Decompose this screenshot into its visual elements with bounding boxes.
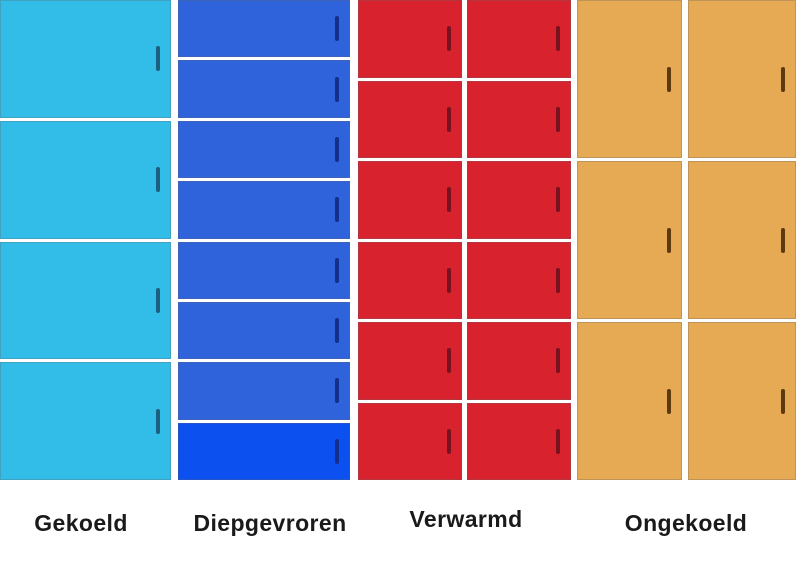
locker-bank: [0, 0, 796, 480]
diepgevroren-door-3[interactable]: [178, 120, 350, 179]
door-handle-icon: [335, 378, 339, 404]
gekoeld-door-3[interactable]: [0, 241, 171, 360]
door-handle-icon: [556, 26, 560, 52]
door-handle-icon: [556, 106, 560, 132]
door-handle-icon: [156, 46, 160, 72]
door-handle-icon: [156, 408, 160, 434]
door-handle-icon: [335, 438, 339, 464]
ongekoeld-2-door-1[interactable]: [688, 0, 796, 158]
gekoeld-door-1[interactable]: [0, 0, 171, 118]
door-handle-icon: [447, 348, 451, 374]
door-handle-icon: [556, 428, 560, 454]
ongekoeld-column-1: [577, 0, 682, 480]
diepgevroren-column: [178, 0, 350, 480]
door-handle-icon: [781, 227, 785, 253]
diepgevroren-door-7[interactable]: [178, 362, 350, 420]
door-handle-icon: [447, 26, 451, 52]
ongekoeld-2-door-2[interactable]: [688, 161, 796, 319]
verwarmd-1-door-2[interactable]: [358, 80, 462, 158]
door-handle-icon: [556, 187, 560, 213]
door-handle-icon: [335, 76, 339, 102]
verwarmd-2-door-4[interactable]: [467, 241, 571, 319]
door-handle-icon: [556, 348, 560, 374]
door-handle-icon: [781, 66, 785, 92]
verwarmd-1-door-3[interactable]: [358, 161, 462, 239]
verwarmd-1-door-4[interactable]: [358, 241, 462, 319]
door-handle-icon: [447, 187, 451, 213]
verwarmd-2-door-1[interactable]: [467, 0, 571, 78]
verwarmd-1-door-6[interactable]: [358, 402, 462, 480]
verwarmd-column-1: [358, 0, 462, 480]
door-handle-icon: [335, 318, 339, 344]
gekoeld-door-2[interactable]: [0, 120, 171, 239]
verwarmd-column-2: [467, 0, 571, 480]
verwarmd-2-door-2[interactable]: [467, 80, 571, 158]
ongekoeld-column-2: [688, 0, 796, 480]
door-handle-icon: [447, 106, 451, 132]
verwarmd-1-door-5[interactable]: [358, 322, 462, 400]
ongekoeld-1-door-1[interactable]: [577, 0, 682, 158]
gekoeld-column: [0, 0, 171, 480]
door-handle-icon: [335, 16, 339, 42]
diepgevroren-door-1[interactable]: [178, 0, 350, 58]
zone-label-ongekoeld: Ongekoeld: [624, 510, 748, 536]
diepgevroren-door-6[interactable]: [178, 301, 350, 360]
door-handle-icon: [156, 167, 160, 193]
verwarmd-2-door-3[interactable]: [467, 161, 571, 239]
ongekoeld-2-door-3[interactable]: [688, 322, 796, 480]
ongekoeld-1-door-2[interactable]: [577, 161, 682, 319]
door-handle-icon: [335, 136, 339, 162]
verwarmd-2-door-6[interactable]: [467, 402, 571, 480]
door-handle-icon: [667, 66, 671, 92]
verwarmd-2-door-5[interactable]: [467, 322, 571, 400]
zone-label-verwarmd: Verwarmd: [409, 506, 523, 532]
door-handle-icon: [335, 257, 339, 283]
diepgevroren-door-8-selected[interactable]: [178, 422, 350, 480]
verwarmd-1-door-1[interactable]: [358, 0, 462, 78]
diepgevroren-door-2[interactable]: [178, 60, 350, 118]
door-handle-icon: [447, 428, 451, 454]
door-handle-icon: [781, 388, 785, 414]
door-handle-icon: [447, 267, 451, 293]
door-handle-icon: [667, 388, 671, 414]
zone-label-gekoeld: Gekoeld: [34, 510, 128, 536]
door-handle-icon: [556, 267, 560, 293]
ongekoeld-1-door-3[interactable]: [577, 322, 682, 480]
diepgevroren-door-4[interactable]: [178, 181, 350, 239]
door-handle-icon: [335, 197, 339, 223]
gekoeld-door-4[interactable]: [0, 362, 171, 480]
door-handle-icon: [667, 227, 671, 253]
door-handle-icon: [156, 287, 160, 313]
diepgevroren-door-5[interactable]: [178, 241, 350, 299]
zone-label-diepgevroren: Diepgevroren: [193, 510, 347, 536]
